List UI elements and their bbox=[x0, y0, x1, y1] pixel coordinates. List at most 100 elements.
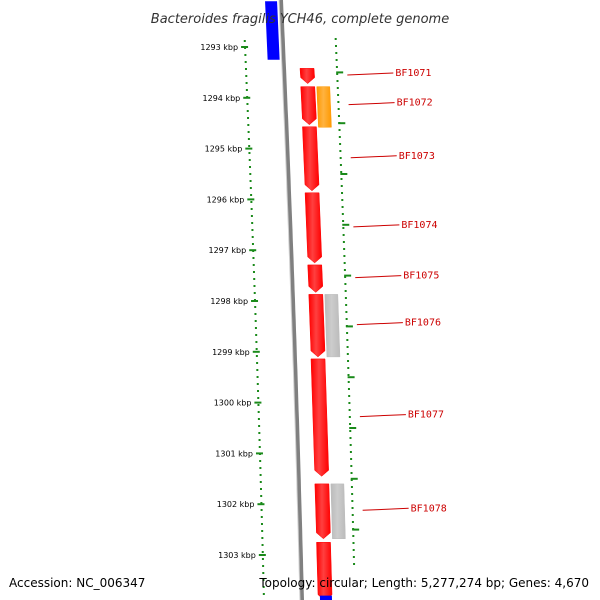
gene-label-bf1071[interactable]: BF1071 bbox=[395, 68, 431, 79]
outer-scale-dot bbox=[345, 311, 348, 313]
outer-scale-dot bbox=[340, 185, 343, 187]
outer-scale-dot bbox=[342, 227, 345, 229]
kbp-tick-label: 1301 kbp bbox=[215, 449, 253, 458]
inner-scale-dot bbox=[259, 460, 262, 462]
inner-scale-dot bbox=[257, 390, 260, 392]
kbp-tick-label: 1300 kbp bbox=[214, 399, 252, 408]
gene-label-leader bbox=[348, 102, 395, 106]
inner-scale-dot bbox=[262, 565, 265, 567]
inner-scale-dots bbox=[243, 40, 265, 595]
inner-scale-dot bbox=[261, 530, 264, 532]
outer-scale-dot bbox=[343, 269, 346, 271]
outer-scale-dot bbox=[334, 45, 337, 47]
inner-scale-dot bbox=[259, 481, 262, 483]
outer-scale-dot bbox=[338, 129, 341, 131]
inner-scale-dot bbox=[262, 593, 265, 595]
inner-scale-dot bbox=[257, 404, 260, 406]
inner-scale-dot bbox=[246, 103, 249, 105]
inner-scale-dot bbox=[258, 425, 261, 427]
outer-scale-dot bbox=[344, 297, 347, 299]
inner-scale-dot bbox=[250, 194, 253, 196]
outer-scale-dot bbox=[336, 87, 339, 89]
outer-scale-dot bbox=[340, 178, 343, 180]
outer-scale-dot bbox=[335, 59, 338, 61]
inner-scale-dot bbox=[260, 516, 263, 518]
inner-scale-dot bbox=[260, 523, 263, 525]
outer-scale-dot bbox=[348, 416, 351, 418]
outer-scale-dot bbox=[336, 80, 339, 82]
gene-label-leader bbox=[359, 414, 406, 418]
inner-scale-dot bbox=[245, 82, 248, 84]
gene-label-bf1073[interactable]: BF1073 bbox=[399, 151, 435, 162]
inner-scale-dot bbox=[248, 159, 251, 161]
kbp-tick-label: 1297 kbp bbox=[209, 246, 247, 255]
inner-scale-dot bbox=[251, 229, 254, 231]
outer-feature-grey-2[interactable] bbox=[330, 483, 346, 539]
gene-arrow-bf1078[interactable] bbox=[314, 483, 331, 540]
outer-scale-dot bbox=[350, 465, 353, 467]
outer-feature-orange-1[interactable] bbox=[316, 86, 332, 128]
inner-scale-dot bbox=[260, 495, 263, 497]
outer-scale-dot bbox=[339, 157, 342, 159]
outer-scale-dot bbox=[352, 542, 355, 544]
gene-label-bf1077[interactable]: BF1077 bbox=[408, 410, 444, 421]
outer-scale-dot bbox=[344, 290, 347, 292]
feature-blue-bottom[interactable] bbox=[319, 595, 332, 600]
outer-scale-dot bbox=[352, 549, 355, 551]
gene-label-bf1072[interactable]: BF1072 bbox=[397, 98, 433, 109]
inner-scale-dot bbox=[252, 264, 255, 266]
gene-arrow-bf1079[interactable] bbox=[316, 542, 333, 600]
outer-scale-dot bbox=[346, 332, 349, 334]
outer-scale-dot bbox=[342, 241, 345, 243]
inner-scale-dot bbox=[249, 180, 252, 182]
gene-arrow-bf1077[interactable] bbox=[310, 358, 329, 477]
inner-scale-dot bbox=[261, 537, 264, 539]
outer-scale-dots bbox=[334, 38, 356, 565]
outer-scale-dot bbox=[343, 248, 346, 250]
gene-label-bf1074[interactable]: BF1074 bbox=[401, 220, 437, 231]
outer-scale-dot bbox=[349, 437, 352, 439]
inner-scale-dot bbox=[245, 89, 248, 91]
outer-scale-dot bbox=[351, 521, 354, 523]
gene-arrow-bf1071[interactable] bbox=[299, 68, 315, 84]
outer-scale-dot bbox=[344, 283, 347, 285]
outer-scale-dot bbox=[346, 353, 349, 355]
gene-label-bf1076[interactable]: BF1076 bbox=[405, 318, 441, 329]
gene-arrow-bf1074[interactable] bbox=[304, 192, 322, 264]
inner-scale-dot bbox=[253, 278, 256, 280]
gene-label-bf1075[interactable]: BF1075 bbox=[403, 271, 439, 282]
outer-scale-dot bbox=[337, 101, 340, 103]
inner-scale-dot bbox=[252, 257, 255, 259]
gene-arrow-bf1076[interactable] bbox=[308, 294, 326, 358]
kbp-tick-label: 1294 kbp bbox=[203, 94, 241, 103]
outer-scale-dot bbox=[347, 381, 350, 383]
inner-scale-dot bbox=[255, 334, 258, 336]
outer-scale-dot bbox=[350, 479, 353, 481]
inner-scale-dot bbox=[260, 509, 263, 511]
outer-scale-dot bbox=[351, 507, 354, 509]
kbp-tick-label: 1293 kbp bbox=[200, 43, 238, 52]
feature-blue-top[interactable] bbox=[265, 1, 280, 60]
inner-scale-dot bbox=[257, 418, 260, 420]
inner-scale-dot bbox=[254, 306, 257, 308]
outer-scale-dot bbox=[335, 52, 338, 54]
gene-label-leader bbox=[355, 275, 402, 279]
gene-arrow-bf1072[interactable] bbox=[300, 86, 317, 126]
backbone-line bbox=[279, 0, 304, 600]
inner-scale-dot bbox=[262, 572, 265, 574]
outer-feature-grey-1[interactable] bbox=[324, 294, 341, 358]
outer-scale-dot bbox=[348, 409, 351, 411]
gene-label-bf1078[interactable]: BF1078 bbox=[411, 503, 447, 514]
kbp-tick-label: 1302 kbp bbox=[217, 500, 255, 509]
inner-scale-dot bbox=[244, 61, 247, 63]
inner-scale-dot bbox=[249, 173, 252, 175]
outer-scale-dot bbox=[349, 451, 352, 453]
outer-scale-dot bbox=[334, 38, 337, 40]
outer-scale-dot bbox=[347, 374, 350, 376]
outer-scale-dot bbox=[341, 192, 344, 194]
outer-scale-dot bbox=[348, 402, 351, 404]
inner-scale-dot bbox=[256, 369, 259, 371]
gene-arrow-bf1075[interactable] bbox=[307, 264, 323, 293]
gene-arrow-bf1073[interactable] bbox=[302, 126, 320, 192]
inner-scale-dot bbox=[261, 544, 264, 546]
